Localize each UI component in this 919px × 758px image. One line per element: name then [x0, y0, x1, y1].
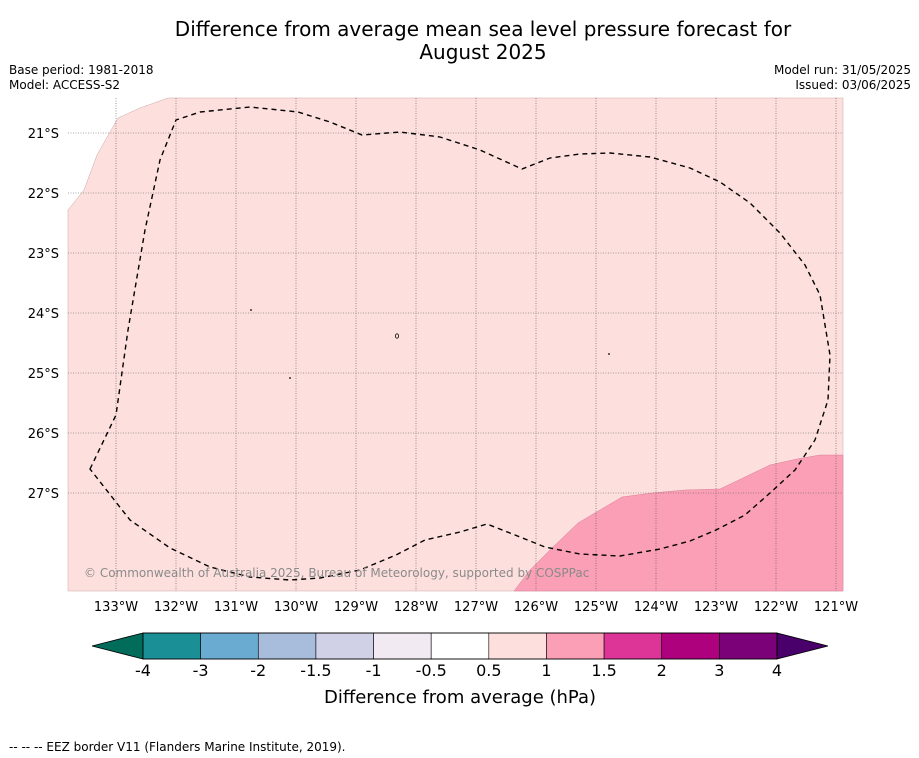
title-line-2: August 2025	[419, 40, 547, 64]
colorbar-outline	[142, 632, 778, 660]
colorbar-tick-label: -2	[250, 661, 266, 680]
title-line-1: Difference from average mean sea level p…	[174, 17, 792, 41]
colorbar-cell	[603, 632, 663, 660]
meta-left: Base period: 1981-2018 Model: ACCESS-S2	[9, 63, 154, 93]
latitude-labels: 21°S 22°S 23°S 24°S 25°S 26°S 27°S	[28, 127, 59, 502]
grid-lines	[68, 98, 843, 591]
pressure-region-medium	[513, 454, 844, 592]
map-title: Difference from average mean sea level p…	[0, 18, 919, 64]
lat-label: 24°S	[28, 307, 59, 322]
colorbar-cell	[315, 632, 374, 660]
island-marker	[394, 333, 399, 339]
colorbar-cell	[257, 632, 317, 660]
colorbar-cell	[661, 632, 720, 660]
lon-label: 128°W	[394, 600, 438, 615]
colorbar: -4 -3 -2 -1.5 -1 -0.5 0.5 1 1.5 2 3 4 Difference fr…	[91, 632, 829, 708]
island-marker	[608, 353, 610, 355]
eez-footnote: -- -- -- EEZ border V11 (Flanders Marine…	[9, 740, 346, 754]
island-marker	[289, 377, 291, 379]
colorbar-cell	[373, 632, 432, 660]
colorbar-cell	[430, 632, 490, 660]
lon-label: 121°W	[814, 600, 858, 615]
colorbar-cell	[488, 632, 547, 660]
lon-label: 124°W	[634, 600, 678, 615]
pressure-region-light	[67, 97, 844, 592]
colorbar-cell	[142, 632, 201, 660]
lon-label: 123°W	[694, 600, 738, 615]
lon-label: 126°W	[514, 600, 558, 615]
colorbar-tick-label: -3	[193, 661, 209, 680]
colorbar-cell	[719, 632, 778, 660]
colorbar-tick-label: 0.5	[476, 661, 501, 680]
model-run: Model run: 31/05/2025	[773, 63, 911, 77]
colorbar-tick-label: -1	[366, 661, 382, 680]
lon-label: 131°W	[214, 600, 258, 615]
colorbar-cell	[546, 632, 605, 660]
lon-label: 132°W	[154, 600, 198, 615]
colorbar-tick-label: -4	[135, 661, 151, 680]
colorbar-tick-label: 2	[657, 661, 667, 680]
base-period: Base period: 1981-2018	[9, 63, 154, 77]
colorbar-tick-label: 1.5	[591, 661, 616, 680]
lon-label: 129°W	[334, 600, 378, 615]
colorbar-tick-label: -0.5	[416, 661, 447, 680]
colorbar-extend-low	[91, 632, 144, 660]
colorbar-tick-label: 4	[772, 661, 782, 680]
colorbar-cell	[200, 632, 259, 660]
copyright-text: © Commonwealth of Australia 2025, Bureau…	[84, 566, 589, 580]
colorbar-label: Difference from average (hPa)	[324, 687, 596, 708]
map-panel: © Commonwealth of Australia 2025, Bureau…	[67, 97, 844, 592]
eez-border	[89, 106, 831, 581]
island-marker	[250, 309, 252, 311]
lat-label: 23°S	[28, 247, 59, 262]
lon-label: 127°W	[454, 600, 498, 615]
lat-label: 27°S	[28, 487, 59, 502]
lat-label: 25°S	[28, 367, 59, 382]
lon-label: 122°W	[754, 600, 798, 615]
lon-label: 125°W	[574, 600, 618, 615]
meta-right: Model run: 31/05/2025 Issued: 03/06/2025	[774, 63, 911, 93]
lat-label: 22°S	[28, 187, 59, 202]
longitude-labels: 133°W 132°W 131°W 130°W 129°W 128°W 127°…	[94, 600, 858, 615]
model-name: Model: ACCESS-S2	[9, 78, 121, 92]
issued-date: Issued: 03/06/2025	[795, 78, 911, 92]
lon-label: 130°W	[274, 600, 318, 615]
colorbar-extend-high	[776, 632, 829, 660]
lat-label: 26°S	[28, 427, 59, 442]
colorbar-tick-label: 1	[541, 661, 551, 680]
colorbar-tick-label: 3	[714, 661, 724, 680]
colorbar-tick-label: -1.5	[300, 661, 331, 680]
lat-label: 21°S	[28, 127, 59, 142]
lon-label: 133°W	[94, 600, 138, 615]
